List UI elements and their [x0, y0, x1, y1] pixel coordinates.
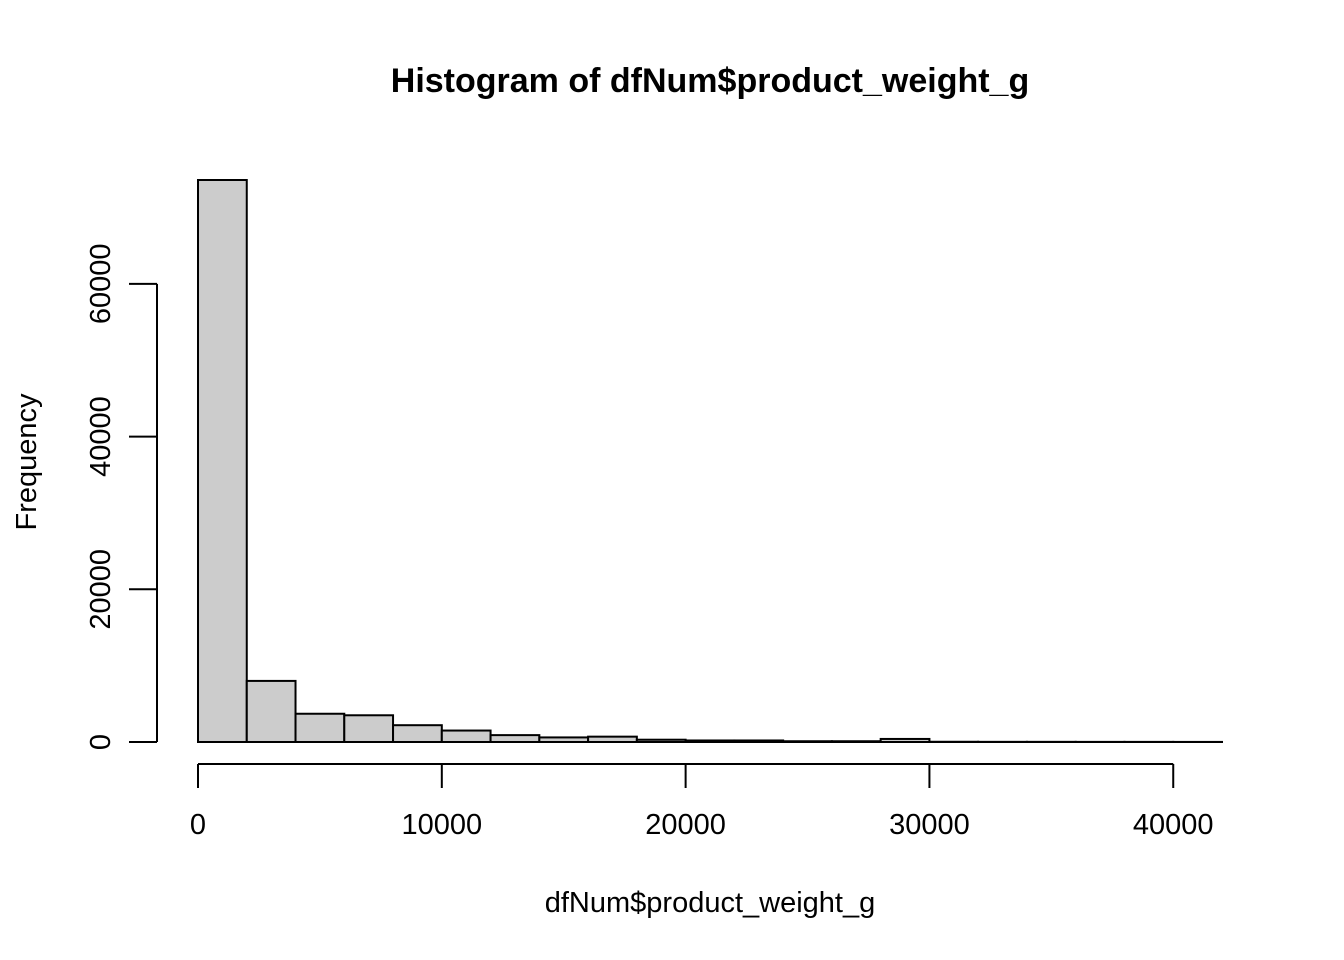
histogram-bar-12 [782, 740, 833, 743]
x-tick-label-2: 20000 [645, 809, 726, 841]
y-tick-label-0: 0 [85, 734, 117, 750]
histogram-bar-13 [830, 740, 882, 743]
x-axis-label: dfNum$product_weight_g [545, 887, 875, 919]
x-tick-label-4: 40000 [1133, 809, 1214, 841]
histogram-bar-0 [197, 179, 248, 743]
y-tick-label-2: 40000 [85, 396, 117, 477]
histogram-bar-6 [489, 734, 541, 744]
x-tick-label-3: 30000 [889, 809, 970, 841]
histogram-bar-5 [440, 729, 492, 744]
histogram-bar-14 [879, 737, 931, 744]
x-tick-label-1: 10000 [401, 809, 482, 841]
bars-group [197, 179, 1223, 744]
x-ticks-group: 0 10000 20000 30000 40000 [190, 764, 1214, 841]
x-tick-label-0: 0 [190, 809, 206, 841]
histogram-bar-4 [392, 724, 443, 744]
chart-title: Histogram of dfNum$product_weight_g [391, 62, 1029, 100]
histogram-bar-11 [733, 739, 785, 744]
histogram-bar-2 [294, 712, 346, 743]
histogram-bar-3 [343, 714, 395, 744]
y-tick-label-1: 20000 [85, 549, 117, 630]
y-ticks-group: 0 20000 40000 60000 [85, 244, 157, 750]
histogram-bar-10 [684, 739, 736, 744]
histogram-bar-8 [587, 735, 638, 744]
histogram-bar-1 [245, 679, 297, 743]
histogram-bar-9 [635, 738, 687, 743]
y-tick-label-3: 60000 [85, 244, 117, 325]
y-axis-label: Frequency [11, 393, 43, 531]
histogram-bar-7 [538, 736, 590, 743]
